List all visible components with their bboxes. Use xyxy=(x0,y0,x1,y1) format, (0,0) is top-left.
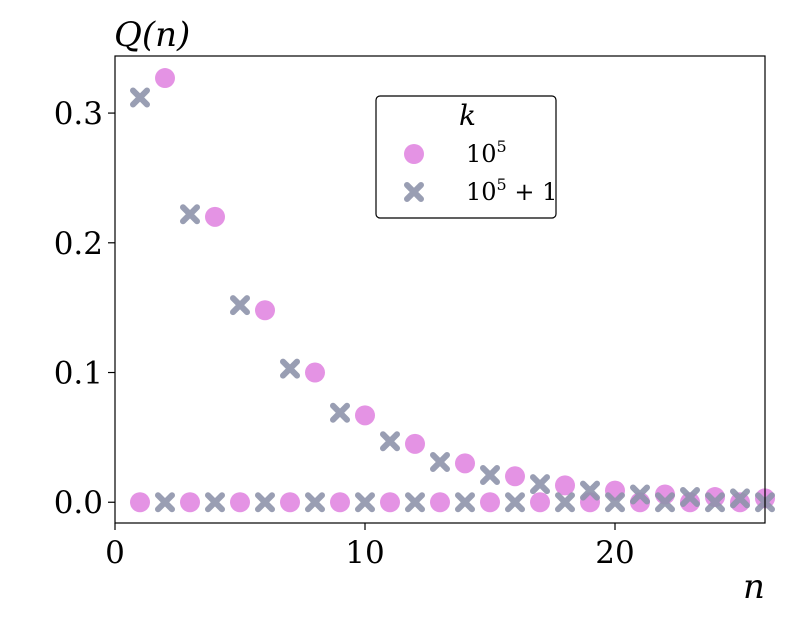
point-x xyxy=(405,492,425,513)
point-x xyxy=(730,488,750,509)
point-circle xyxy=(205,206,225,227)
point-circle xyxy=(555,475,575,496)
point-x xyxy=(280,358,300,379)
point-x xyxy=(655,492,675,513)
y-tick-label: 0.1 xyxy=(54,356,103,392)
point-circle xyxy=(230,492,250,513)
point-x xyxy=(505,492,525,513)
y-tick-label: 0.0 xyxy=(54,485,103,521)
point-circle xyxy=(130,492,150,513)
y-axis-ticks: 0.0 0.1 0.2 0.3 xyxy=(54,96,115,521)
point-x xyxy=(455,492,475,513)
plot-area-frame xyxy=(114,55,766,524)
point-x xyxy=(530,474,550,495)
point-x xyxy=(605,492,625,513)
y-tick-label: 0.2 xyxy=(54,226,103,262)
point-x xyxy=(130,87,150,108)
point-circle xyxy=(180,492,200,513)
x-axis-ticks: 0 10 20 xyxy=(105,523,635,571)
point-circle xyxy=(255,300,275,321)
point-x xyxy=(205,492,225,513)
point-circle xyxy=(705,487,725,508)
x-tick-label: 20 xyxy=(595,535,634,571)
legend: k 105 105 + 1 xyxy=(375,95,557,219)
point-x xyxy=(430,452,450,473)
point-circle xyxy=(480,492,500,513)
point-x xyxy=(180,204,200,225)
point-x xyxy=(680,487,700,508)
point-x xyxy=(580,480,600,501)
legend-label-2: 105 + 1 xyxy=(466,175,557,206)
legend-title: k xyxy=(459,99,476,132)
point-x xyxy=(480,465,500,486)
x-tick-label: 0 xyxy=(105,535,125,571)
point-x xyxy=(155,492,175,513)
point-circle xyxy=(680,492,700,513)
y-tick-label: 0.3 xyxy=(54,96,103,132)
point-circle xyxy=(330,492,350,513)
y-axis-label: Q(n) xyxy=(114,15,190,55)
point-circle xyxy=(380,492,400,513)
point-x xyxy=(355,492,375,513)
point-circle xyxy=(455,453,475,474)
point-circle xyxy=(280,492,300,513)
point-circle xyxy=(430,492,450,513)
point-x xyxy=(305,492,325,513)
point-x xyxy=(330,402,350,423)
x-tick-label: 10 xyxy=(345,535,384,571)
point-x xyxy=(705,492,725,513)
point-x xyxy=(555,492,575,513)
data-markers xyxy=(130,68,775,513)
point-x xyxy=(255,492,275,513)
legend-marker-x xyxy=(404,182,424,202)
point-x xyxy=(630,484,650,505)
point-circle xyxy=(505,466,525,487)
point-circle xyxy=(305,362,325,383)
x-axis-label: n xyxy=(743,567,765,607)
legend-marker-circle xyxy=(404,144,424,164)
point-circle xyxy=(405,433,425,454)
point-circle xyxy=(355,405,375,426)
point-x xyxy=(380,431,400,452)
point-circle xyxy=(155,68,175,89)
point-circle xyxy=(530,492,550,513)
point-x xyxy=(230,295,250,316)
